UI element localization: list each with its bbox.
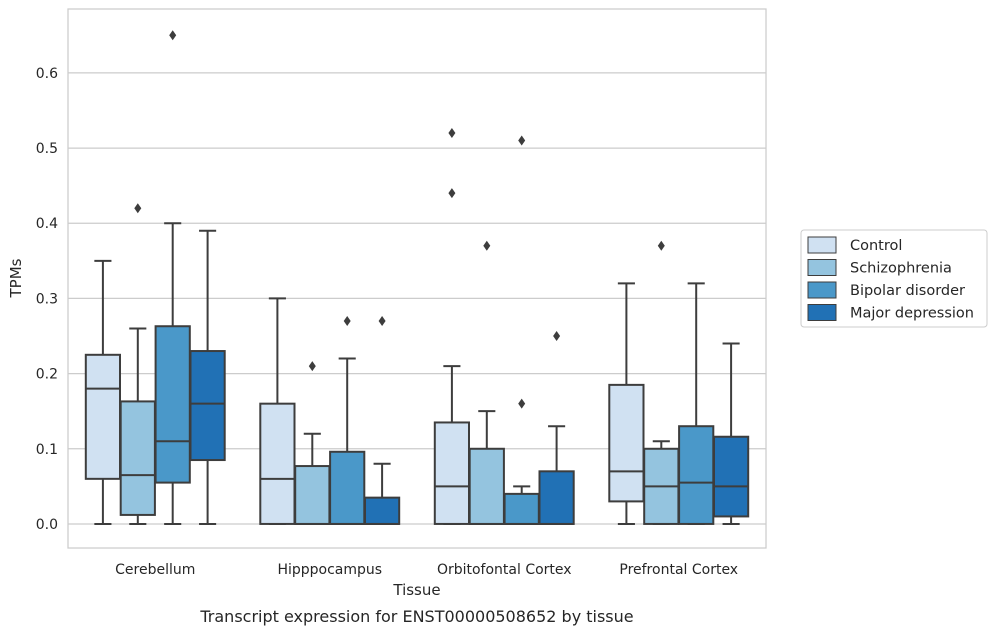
box-2-3 xyxy=(538,331,575,525)
legend-swatch xyxy=(807,281,837,299)
box-iqr xyxy=(189,350,226,462)
box-iqr xyxy=(538,470,575,525)
box-iqr xyxy=(294,465,331,525)
box-iqr xyxy=(712,435,750,518)
outlier-point xyxy=(448,128,456,139)
legend-frame xyxy=(800,229,988,328)
legend-swatch xyxy=(807,304,837,321)
y-tick-label: 0.3 xyxy=(36,291,58,307)
legend-swatch xyxy=(807,236,837,254)
outlier-point xyxy=(169,30,177,41)
box-iqr xyxy=(503,492,540,525)
box-iqr xyxy=(84,353,122,480)
x-tick-label: Prefrontal Cortex xyxy=(619,562,738,578)
legend-swatch xyxy=(807,259,837,276)
y-tick-label: 0.4 xyxy=(36,216,58,232)
x-tick-label: Hipppocampus xyxy=(277,562,382,578)
y-tick-label: 0.2 xyxy=(36,367,58,383)
box-3-0 xyxy=(608,282,645,525)
box-0-3 xyxy=(189,229,226,525)
y-tick-label: 0.0 xyxy=(36,517,58,533)
box-2-2 xyxy=(503,135,540,525)
outlier-point xyxy=(518,398,526,409)
outlier-point xyxy=(343,315,351,326)
box-iqr xyxy=(119,400,156,516)
outlier-point xyxy=(378,315,386,326)
box-1-3 xyxy=(363,315,401,525)
outlier-point xyxy=(657,240,665,251)
box-0-0 xyxy=(84,259,122,525)
x-tick-labels: Cerebellum Hipppocampus Orbitofontal Corte… xyxy=(115,562,738,578)
x-tick-label: Orbitofontal Cortex xyxy=(437,562,572,578)
box-iqr xyxy=(363,496,401,525)
legend: Control Schizophrenia Bipolar disorder Majo… xyxy=(800,229,988,328)
y-tick-label: 0.6 xyxy=(36,66,58,82)
box-iqr xyxy=(259,402,296,525)
outlier-point xyxy=(134,203,142,214)
box-3-2 xyxy=(678,282,715,525)
legend-label: Major depression xyxy=(850,306,974,322)
box-2-0 xyxy=(433,128,471,525)
box-0-1 xyxy=(119,203,156,525)
y-tick-labels: 0.0 0.1 0.2 0.3 0.4 0.5 0.6 xyxy=(36,66,58,533)
box-1-1 xyxy=(294,361,331,525)
legend-label: Control xyxy=(850,238,902,254)
outlier-point xyxy=(448,188,456,199)
box-0-2 xyxy=(154,30,191,525)
box-2-1 xyxy=(468,240,505,525)
box-iqr xyxy=(433,421,471,525)
y-tick-label: 0.5 xyxy=(36,141,58,157)
box-iqr xyxy=(329,450,366,525)
box-3-3 xyxy=(712,342,750,525)
outlier-point xyxy=(553,331,561,342)
box-1-2 xyxy=(329,315,366,525)
x-axis-label: Tissue xyxy=(392,581,440,599)
y-axis-label: TPMs xyxy=(7,258,25,298)
box-1-0 xyxy=(259,297,296,525)
boxes xyxy=(84,30,750,525)
box-iqr xyxy=(468,447,505,525)
legend-label: Bipolar disorder xyxy=(850,283,965,299)
chart-caption: Transcript expression for ENST0000050865… xyxy=(199,607,633,626)
box-iqr xyxy=(678,425,715,525)
outlier-point xyxy=(518,135,526,146)
x-tick-label: Cerebellum xyxy=(115,562,195,578)
y-tick-label: 0.1 xyxy=(36,442,58,458)
box-iqr xyxy=(154,325,191,484)
outlier-point xyxy=(483,240,491,251)
box-iqr xyxy=(608,383,645,503)
legend-label: Schizophrenia xyxy=(850,261,952,277)
outlier-point xyxy=(308,361,316,372)
